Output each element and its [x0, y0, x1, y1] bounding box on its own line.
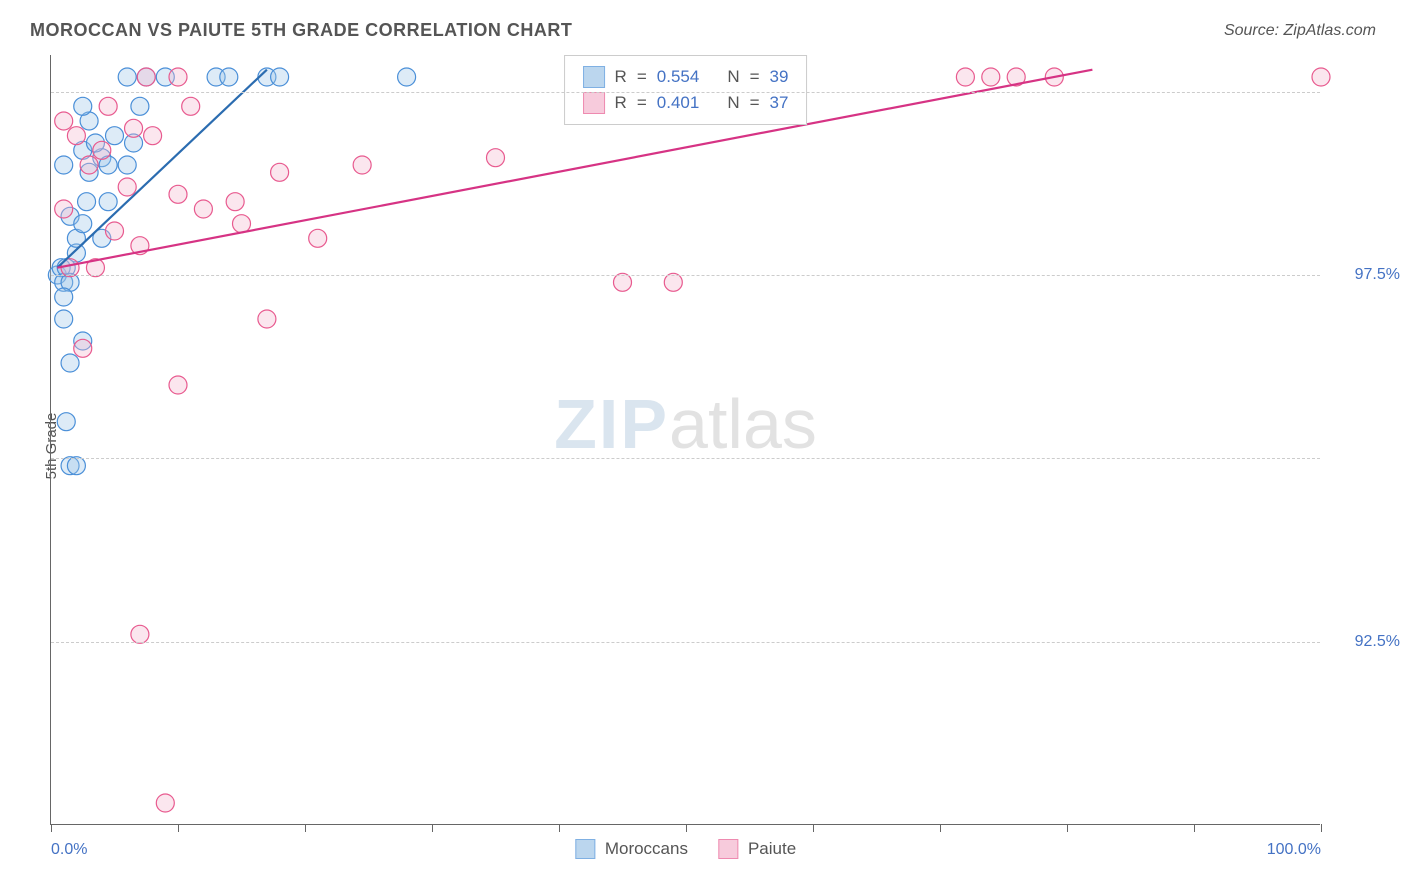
data-point — [118, 156, 136, 174]
x-tick-label: 0.0% — [51, 841, 87, 859]
plot-svg — [51, 55, 1320, 824]
correlation-legend: R = 0.554 N = 39 R = 0.401 N = 37 — [564, 55, 808, 125]
legend-item-moroccans: Moroccans — [575, 839, 688, 859]
x-tick — [940, 824, 941, 832]
x-tick — [1194, 824, 1195, 832]
legend-equals: = — [750, 67, 760, 87]
legend-n-value-paiute: 37 — [770, 93, 789, 113]
legend-swatch-paiute — [583, 92, 605, 114]
chart-container: MOROCCAN VS PAIUTE 5TH GRADE CORRELATION… — [0, 0, 1406, 892]
data-point — [982, 68, 1000, 86]
source-label: Source: ZipAtlas.com — [1224, 22, 1376, 40]
data-point — [93, 141, 111, 159]
data-point — [258, 310, 276, 328]
data-point — [99, 97, 117, 115]
data-point — [169, 376, 187, 394]
series-legend: Moroccans Paiute — [575, 839, 796, 859]
x-tick — [1321, 824, 1322, 832]
data-point — [614, 273, 632, 291]
legend-equals: = — [637, 93, 647, 113]
data-point — [55, 288, 73, 306]
data-point — [118, 68, 136, 86]
y-tick-label: 92.5% — [1355, 633, 1400, 651]
data-point — [137, 68, 155, 86]
data-point — [55, 200, 73, 218]
legend-item-paiute: Paiute — [718, 839, 796, 859]
grid-line — [51, 92, 1320, 93]
data-point — [271, 163, 289, 181]
data-point — [55, 112, 73, 130]
plot-area: ZIPatlas R = 0.554 N = 39 R = 0.401 N — [50, 55, 1320, 825]
chart-title: MOROCCAN VS PAIUTE 5TH GRADE CORRELATION… — [30, 20, 572, 41]
data-point — [226, 193, 244, 211]
data-point — [169, 68, 187, 86]
legend-r-label: R — [615, 67, 627, 87]
legend-label-moroccans: Moroccans — [605, 839, 688, 859]
data-point — [956, 68, 974, 86]
grid-line — [51, 275, 1320, 276]
x-tick — [1067, 824, 1068, 832]
legend-r-value-moroccans: 0.554 — [657, 67, 700, 87]
data-point — [80, 156, 98, 174]
x-tick — [51, 824, 52, 832]
x-tick — [559, 824, 560, 832]
data-point — [118, 178, 136, 196]
legend-n-label: N — [727, 67, 739, 87]
data-point — [55, 156, 73, 174]
legend-r-value-paiute: 0.401 — [657, 93, 700, 113]
legend-row-moroccans: R = 0.554 N = 39 — [583, 64, 789, 90]
data-point — [309, 229, 327, 247]
data-point — [169, 185, 187, 203]
data-point — [220, 68, 238, 86]
data-point — [487, 149, 505, 167]
data-point — [55, 310, 73, 328]
data-point — [353, 156, 371, 174]
legend-swatch-icon — [575, 839, 595, 859]
legend-equals: = — [637, 67, 647, 87]
data-point — [182, 97, 200, 115]
x-tick — [305, 824, 306, 832]
data-point — [194, 200, 212, 218]
legend-label-paiute: Paiute — [748, 839, 796, 859]
data-point — [67, 127, 85, 145]
x-tick — [432, 824, 433, 832]
x-tick — [813, 824, 814, 832]
legend-equals: = — [750, 93, 760, 113]
data-point — [67, 457, 85, 475]
data-point — [106, 127, 124, 145]
data-point — [271, 68, 289, 86]
data-point — [74, 215, 92, 233]
legend-n-label: N — [727, 93, 739, 113]
data-point — [78, 193, 96, 211]
data-point — [61, 354, 79, 372]
legend-n-value-moroccans: 39 — [770, 67, 789, 87]
data-point — [131, 97, 149, 115]
data-point — [398, 68, 416, 86]
x-tick — [178, 824, 179, 832]
data-point — [74, 97, 92, 115]
legend-r-label: R — [615, 93, 627, 113]
grid-line — [51, 642, 1320, 643]
data-point — [57, 413, 75, 431]
legend-row-paiute: R = 0.401 N = 37 — [583, 90, 789, 116]
data-point — [74, 339, 92, 357]
x-tick-label: 100.0% — [1267, 841, 1321, 859]
y-tick-label: 97.5% — [1355, 266, 1400, 284]
data-point — [1312, 68, 1330, 86]
data-point — [125, 119, 143, 137]
grid-line — [51, 458, 1320, 459]
data-point — [233, 215, 251, 233]
data-point — [664, 273, 682, 291]
data-point — [156, 794, 174, 812]
data-point — [131, 625, 149, 643]
legend-swatch-icon — [718, 839, 738, 859]
data-point — [99, 193, 117, 211]
legend-swatch-moroccans — [583, 66, 605, 88]
x-tick — [686, 824, 687, 832]
data-point — [144, 127, 162, 145]
data-point — [106, 222, 124, 240]
